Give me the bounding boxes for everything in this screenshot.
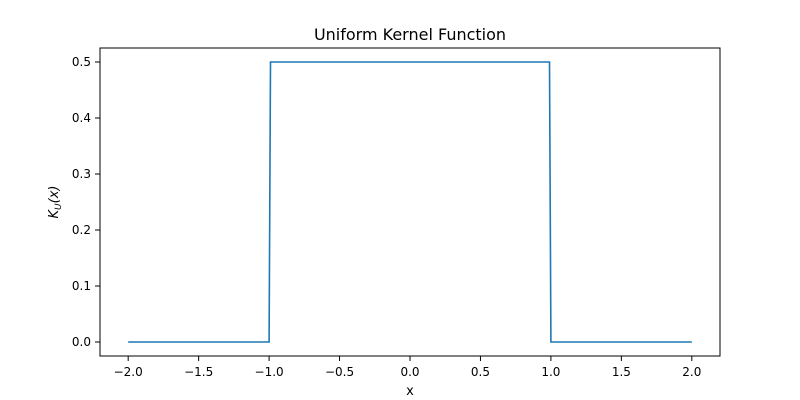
y-tick-label: 0.4 (72, 111, 91, 125)
x-axis: −2.0 −1.5 −1.0 −0.5 0.0 0.5 1.0 1.5 2.0 (114, 356, 702, 379)
x-tick-label: −2.0 (114, 365, 143, 379)
x-tick-label: 2.0 (682, 365, 701, 379)
y-tick-label: 0.5 (72, 55, 91, 69)
y-tick-label: 0.2 (72, 223, 91, 237)
chart-title: Uniform Kernel Function (314, 25, 506, 44)
x-tick-label: −0.5 (325, 365, 354, 379)
y-axis: 0.0 0.1 0.2 0.3 0.4 0.5 (72, 55, 100, 349)
x-axis-label: x (406, 384, 414, 399)
y-axis-label: KU(x) (47, 186, 64, 219)
x-tick-label: 0.5 (471, 365, 490, 379)
y-axis-label-arg: (x) (47, 186, 62, 204)
x-tick-label: −1.5 (184, 365, 213, 379)
x-tick-label: −1.0 (255, 365, 284, 379)
x-tick-label: 1.0 (541, 365, 560, 379)
y-tick-label: 0.1 (72, 279, 91, 293)
x-tick-label: 1.5 (612, 365, 631, 379)
x-tick-label: 0.0 (400, 365, 419, 379)
y-tick-label: 0.0 (72, 335, 91, 349)
y-tick-label: 0.3 (72, 167, 91, 181)
plot-frame (100, 48, 720, 356)
series-line-uniform-kernel (128, 62, 692, 342)
